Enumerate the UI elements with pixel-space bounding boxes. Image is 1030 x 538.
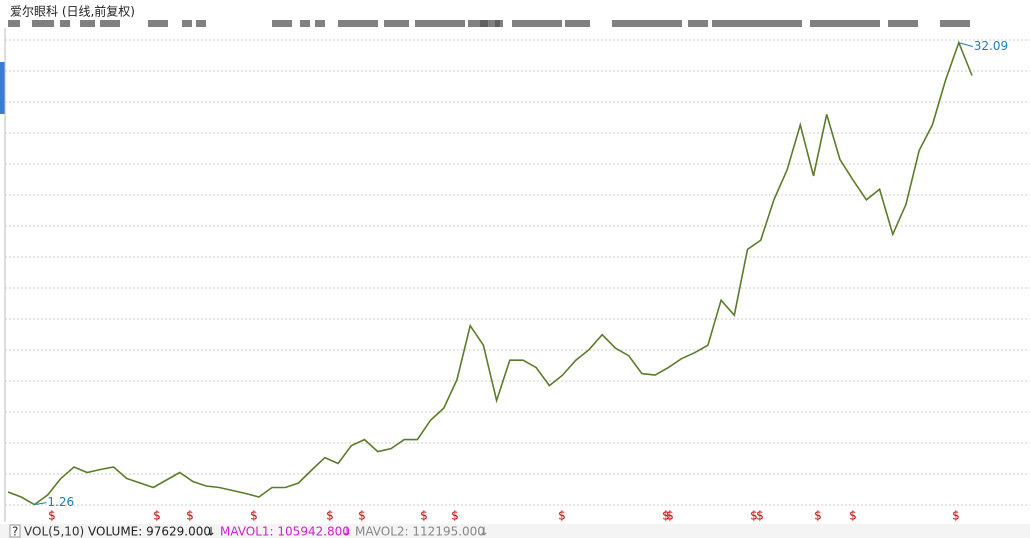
event-block xyxy=(415,20,465,27)
event-block xyxy=(148,20,168,27)
dividend-marker: $ xyxy=(814,509,822,523)
event-block xyxy=(100,20,120,27)
help-icon: ? xyxy=(12,525,18,538)
arrow: ↓ xyxy=(479,525,489,538)
event-block xyxy=(480,20,500,27)
event-block xyxy=(384,20,409,27)
event-row xyxy=(8,20,970,27)
high-pointer xyxy=(958,42,973,48)
event-block xyxy=(60,20,70,27)
chart-title: 爱尔眼科 (日线,前复权) xyxy=(10,4,135,19)
indicator-bar xyxy=(0,524,1030,538)
event-block xyxy=(80,20,95,27)
dividend-marker: $ xyxy=(153,509,161,523)
dividend-marker: $ xyxy=(48,509,56,523)
dividend-marker: $ xyxy=(358,509,366,523)
side-tab[interactable] xyxy=(0,62,5,114)
dividend-marker: $ xyxy=(952,509,960,523)
dividend-marker: $ xyxy=(186,509,194,523)
event-block xyxy=(315,20,325,27)
event-block xyxy=(495,20,503,27)
dividend-marker: $ xyxy=(250,509,258,523)
price-line xyxy=(7,40,973,506)
event-block xyxy=(810,20,880,27)
event-block xyxy=(8,20,20,27)
event-block xyxy=(612,20,682,27)
event-block xyxy=(272,20,292,27)
dividend-marker: $ xyxy=(756,509,764,523)
dividend-marker: $ xyxy=(849,509,857,523)
indicator-name: VOL(5,10) xyxy=(24,525,84,538)
event-block xyxy=(182,20,192,27)
dividend-marker: $ xyxy=(666,509,674,523)
event-block xyxy=(512,20,562,27)
event-block xyxy=(196,20,206,27)
dividend-marker: $ xyxy=(420,509,428,523)
arrow: ↓ xyxy=(206,525,216,538)
dividend-marker: $ xyxy=(662,509,670,523)
event-block xyxy=(688,20,708,27)
dividend-marker: $ xyxy=(326,509,334,523)
mavol1-value: MAVOL1: 105942.800 xyxy=(220,525,350,538)
dividend-marker: $ xyxy=(558,509,566,523)
event-block xyxy=(32,20,54,27)
event-block xyxy=(940,20,970,27)
event-block xyxy=(300,20,310,27)
mavol2-value: MAVOL2: 112195.000 xyxy=(355,525,485,538)
event-block xyxy=(712,20,802,27)
event-block xyxy=(468,20,488,27)
dividend-marker: $ xyxy=(750,509,758,523)
arrow: ↓ xyxy=(342,525,352,538)
event-block xyxy=(565,20,590,27)
low-pointer xyxy=(34,502,47,506)
event-block xyxy=(338,20,378,27)
help-button[interactable] xyxy=(9,524,21,538)
high-label: 32.09 xyxy=(974,39,1008,53)
volume-value: VOLUME: 97629.000 xyxy=(88,525,211,538)
dividend-marker: $ xyxy=(451,509,459,523)
event-block xyxy=(888,20,918,27)
low-label: 1.26 xyxy=(47,495,74,509)
